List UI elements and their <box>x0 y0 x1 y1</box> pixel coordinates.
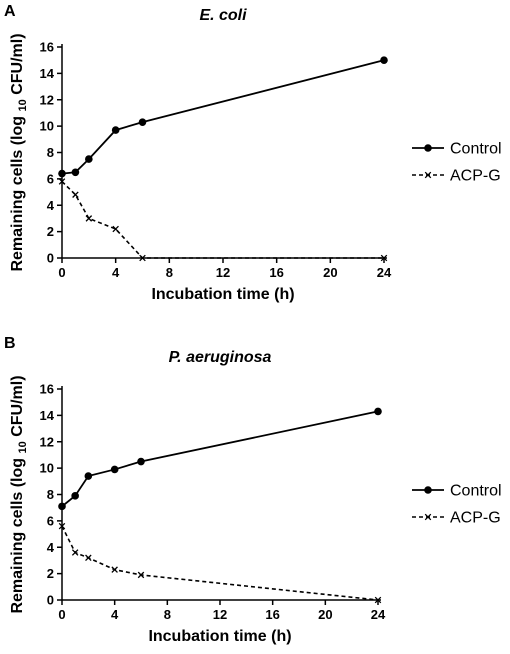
y-tick-label: 14 <box>40 66 55 81</box>
data-point <box>85 215 93 222</box>
y-tick-label: 10 <box>40 119 54 134</box>
data-point <box>137 457 145 466</box>
y-tick-label: 14 <box>40 408 55 423</box>
data-point <box>85 155 93 163</box>
legend-label: ACP-G <box>450 168 501 185</box>
y-axis-title: Remaining cells (log 10 CFU/ml) <box>9 33 29 271</box>
legend-marker <box>424 513 432 521</box>
panel-letter: A <box>4 3 16 20</box>
y-tick-label: 2 <box>47 566 54 581</box>
x-tick-label: 4 <box>111 607 119 622</box>
y-tick-label: 4 <box>47 540 55 555</box>
legend-marker <box>424 144 432 152</box>
x-axis-title: Incubation time (h) <box>148 628 291 645</box>
data-point <box>58 522 66 530</box>
series-control <box>58 56 388 178</box>
data-point <box>58 178 66 185</box>
x-tick-label: 8 <box>164 607 171 622</box>
y-tick-label: 6 <box>47 513 54 528</box>
data-point <box>58 169 66 178</box>
legend-entry: ACP-G <box>412 510 501 527</box>
x-tick-label: 24 <box>377 265 392 280</box>
y-tick-label: 6 <box>47 171 54 186</box>
data-point <box>71 168 80 177</box>
x-tick-label: 0 <box>58 265 65 280</box>
series-acp-g <box>58 522 382 604</box>
y-tick-label: 12 <box>40 434 54 449</box>
y-tick-label: 0 <box>47 251 54 266</box>
series-acp-g <box>58 178 388 262</box>
legend-entry: Control <box>412 141 502 158</box>
data-point <box>71 549 79 556</box>
series-line <box>61 59 385 175</box>
data-point <box>58 502 66 511</box>
legend-label: Control <box>450 141 502 158</box>
y-tick-label: 12 <box>40 92 54 107</box>
legend-entry: ACP-G <box>412 168 501 185</box>
data-point <box>111 126 120 134</box>
chart-title: P. aeruginosa <box>169 349 272 366</box>
y-tick-label: 16 <box>40 382 54 397</box>
x-axis-title: Incubation time (h) <box>151 286 294 303</box>
y-axis-title: Remaining cells (log 10 CFU/ml) <box>9 375 29 613</box>
x-tick-label: 8 <box>166 265 173 280</box>
series-control <box>58 407 382 511</box>
data-point <box>72 191 79 198</box>
legend-label: ACP-G <box>450 510 501 527</box>
x-tick-label: 24 <box>371 607 386 622</box>
x-tick-label: 12 <box>216 265 230 280</box>
y-tick-label: 0 <box>47 593 54 608</box>
data-point <box>84 472 93 480</box>
y-tick-label: 16 <box>40 40 54 55</box>
data-point <box>374 407 382 416</box>
legend-marker <box>424 171 432 179</box>
x-tick-label: 20 <box>318 607 332 622</box>
y-tick-label: 8 <box>47 487 54 502</box>
data-point <box>137 571 145 579</box>
legend-label: Control <box>450 483 502 500</box>
y-tick-label: 10 <box>40 461 54 476</box>
y-tick-label: 2 <box>47 224 54 239</box>
data-point <box>380 56 388 64</box>
chart-title: E. coli <box>199 7 247 24</box>
series-line <box>61 180 384 259</box>
data-point <box>112 225 119 233</box>
data-point <box>85 554 92 562</box>
panel-letter: B <box>4 335 16 352</box>
data-point <box>139 254 146 262</box>
data-point <box>110 465 119 474</box>
x-tick-label: 4 <box>112 265 120 280</box>
y-tick-label: 4 <box>47 198 55 213</box>
legend-entry: Control <box>412 483 502 500</box>
x-tick-label: 0 <box>58 607 65 622</box>
data-point <box>138 118 147 126</box>
x-tick-label: 16 <box>265 607 279 622</box>
series-line <box>61 410 379 508</box>
series-line <box>61 525 379 601</box>
data-point <box>380 254 388 262</box>
x-tick-label: 16 <box>269 265 283 280</box>
data-point <box>111 566 118 573</box>
x-tick-label: 20 <box>323 265 337 280</box>
data-point <box>374 596 382 604</box>
data-point <box>71 492 79 500</box>
y-tick-label: 8 <box>47 145 54 160</box>
legend-marker <box>424 486 432 494</box>
x-tick-label: 12 <box>213 607 227 622</box>
